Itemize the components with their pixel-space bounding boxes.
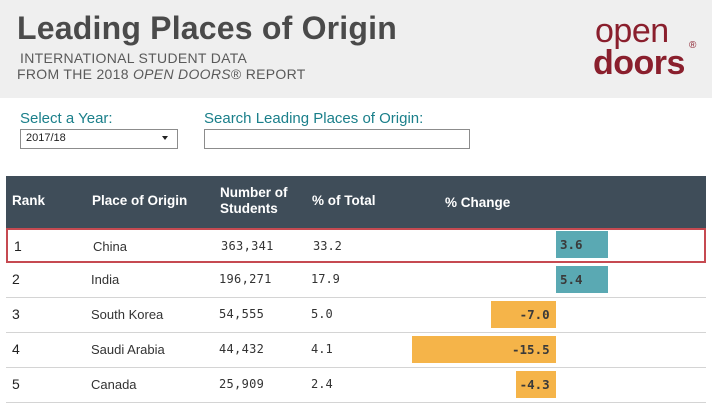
table-row[interactable]: 2 India 196,271 17.9 5.4 [6,263,706,298]
logo-registered-mark: ® [689,40,697,51]
rank-cell: 1 [14,238,22,254]
change-bar-negative [516,371,556,398]
rank-cell: 3 [12,306,20,322]
table-row[interactable]: 4 Saudi Arabia 44,432 4.1 -15.5 [6,333,706,368]
place-cell: India [91,272,120,287]
year-select-label: Select a Year: [20,110,113,127]
page-title: Leading Places of Origin [17,10,397,46]
place-cell: Canada [91,377,137,392]
change-value-label: -4.3 [519,377,550,392]
change-value-label: 5.4 [560,272,583,287]
change-value-label: -7.0 [519,307,550,322]
place-cell: China [93,239,127,254]
rank-cell: 5 [12,376,20,392]
pct-total-cell: 33.2 [313,239,342,253]
pct-total-cell: 17.9 [311,272,340,286]
students-cell: 44,432 [219,342,265,356]
report-source-name: OPEN DOORS [132,66,231,82]
year-select-value: 2017/18 [26,132,66,144]
change-bar-positive [556,231,608,258]
pct-total-cell: 5.0 [311,307,333,321]
column-header-rank[interactable]: Rank [12,193,46,208]
table-row[interactable]: 3 South Korea 54,555 5.0 -7.0 [6,298,706,333]
report-source-suffix: ® REPORT [230,66,306,82]
rank-cell: 4 [12,341,20,357]
table-row[interactable]: 1 China 363,341 33.2 3.6 [6,228,706,263]
students-cell: 25,909 [219,377,265,391]
page-subtitle: INTERNATIONAL STUDENT DATA [20,50,248,66]
column-header-pct-change[interactable]: % Change [445,195,511,210]
search-input[interactable] [204,129,470,149]
search-label: Search Leading Places of Origin: [204,110,424,127]
year-select[interactable]: 2017/18 [20,129,178,149]
column-header-place[interactable]: Place of Origin [92,193,188,208]
chevron-down-icon [162,136,168,140]
pct-total-cell: 2.4 [311,377,333,391]
logo-text-doors: doors [593,44,685,82]
pct-total-cell: 4.1 [311,342,333,356]
report-source-line: FROM THE 2018 OPEN DOORS® REPORT [17,66,306,82]
table-row[interactable]: 5 Canada 25,909 2.4 -4.3 [6,368,706,403]
place-cell: South Korea [91,307,164,322]
report-header: Leading Places of Origin INTERNATIONAL S… [0,0,712,98]
logo-text-open: open [595,12,669,50]
change-bar-negative [411,336,556,363]
change-bar-negative [490,301,556,328]
place-cell: Saudi Arabia [91,342,165,357]
rank-cell: 2 [12,271,20,287]
column-header-pct-total[interactable]: % of Total [312,193,376,208]
report-source-prefix: FROM THE 2018 [17,66,133,82]
change-value-label: -15.5 [512,342,550,357]
students-cell: 363,341 [221,239,274,253]
open-doors-logo[interactable]: open ® doors [592,12,704,84]
students-cell: 196,271 [219,272,272,286]
change-bar-positive [556,266,608,293]
change-value-label: 3.6 [560,237,583,252]
students-cell: 54,555 [219,307,265,321]
column-header-students[interactable]: Number of Students [220,185,288,216]
table-header: Rank Place of Origin Number of Students … [6,176,706,228]
